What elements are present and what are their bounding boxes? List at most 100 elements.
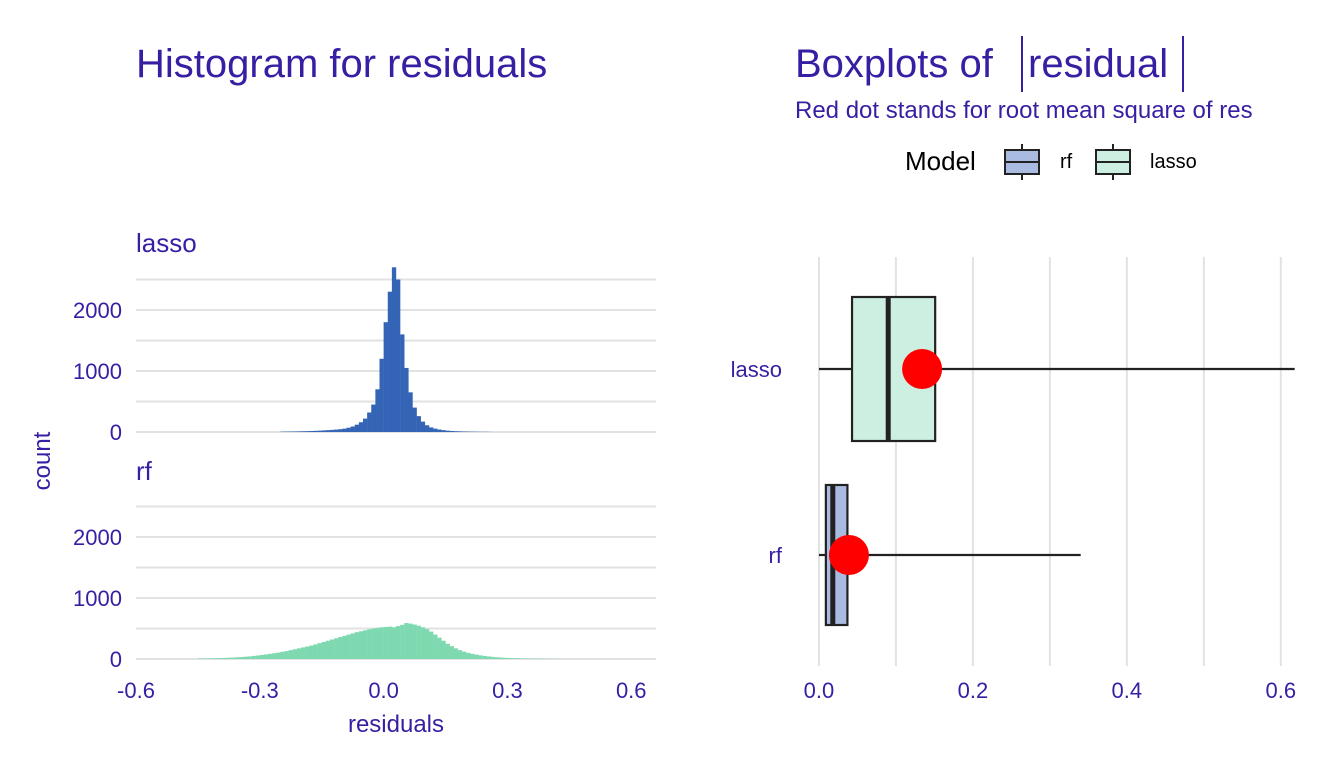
histogram-tick-labels: 0 1000 2000 0 1000 2000 -0.6 -0.3 0.0 0.3 0.6	[73, 298, 646, 703]
bar-lasso-17	[350, 426, 355, 432]
bar-lasso-9	[317, 430, 322, 432]
bar-lasso-34	[420, 421, 426, 432]
bar-rf-58	[437, 637, 442, 659]
bar-rf-44	[379, 627, 384, 659]
bar-lasso-7	[309, 431, 314, 432]
bar-rf-13	[251, 655, 256, 659]
bar-rf-28	[313, 644, 318, 659]
box-x-tick-label-3: 0.6	[1266, 678, 1297, 703]
bar-rf-17	[268, 653, 273, 659]
box-x-tick-label-1: 0.2	[958, 678, 989, 703]
histogram-title: Histogram for residuals	[136, 42, 547, 86]
y-tick-label-rf-2000: 2000	[73, 525, 122, 550]
bar-lasso-28	[396, 279, 401, 432]
bar-rf-76	[511, 658, 516, 659]
boxplot-subtitle: Red dot stands for root mean square of r…	[795, 97, 1253, 124]
bar-rf-78	[519, 658, 525, 659]
legend-label-lasso: lasso	[1150, 151, 1197, 173]
bar-rf-42	[371, 628, 376, 659]
bar-rf-24	[296, 648, 302, 659]
bar-rf-9	[235, 657, 240, 659]
bar-rf-55	[424, 629, 430, 659]
bar-rf-43	[375, 627, 380, 659]
bar-rf-7	[226, 657, 232, 659]
bar-rf-23	[292, 649, 298, 659]
bar-rf-29	[317, 643, 322, 659]
box-x-tick-label-0: 0.0	[804, 678, 835, 703]
boxplot-tick-labels: lasso rf 0.0 0.2 0.4 0.6	[731, 357, 1296, 703]
bar-lasso-21	[367, 412, 372, 432]
bar-lasso-29	[400, 334, 405, 432]
rms-dot-rf	[828, 535, 869, 575]
bar-lasso-4	[296, 431, 302, 432]
bar-rf-21	[284, 651, 289, 659]
bar-rf-19	[276, 652, 281, 659]
bar-rf-62	[453, 648, 459, 659]
bar-rf-4	[214, 658, 219, 659]
bar-rf-52	[412, 624, 417, 659]
y-tick-label-rf-0: 0	[110, 647, 122, 672]
bar-lasso-43	[457, 431, 463, 432]
boxplot-marks	[818, 295, 1295, 627]
x-tick-label-1: -0.3	[241, 678, 279, 703]
x-tick-label-0: -0.6	[117, 678, 155, 703]
bar-lasso-36	[429, 427, 434, 432]
bar-rf-25	[301, 647, 306, 659]
bar-rf-37	[350, 633, 355, 659]
bar-rf-33	[334, 638, 339, 659]
bar-rf-30	[321, 641, 327, 659]
legend-key-rf	[1004, 144, 1040, 180]
bar-rf-56	[429, 631, 434, 659]
bar-lasso-13	[334, 429, 339, 432]
bar-rf-45	[383, 626, 388, 659]
bar-rf-32	[329, 639, 335, 659]
histogram-bars	[197, 267, 562, 659]
bar-lasso-16	[346, 427, 351, 432]
bar-rf-72	[495, 657, 500, 659]
bar-lasso-5	[301, 431, 306, 432]
legend-title: Model	[905, 146, 976, 176]
bar-rf-35	[342, 635, 347, 659]
bar-rf-51	[408, 623, 413, 659]
facet-label-rf: rf	[136, 456, 153, 486]
bar-rf-53	[416, 625, 421, 659]
x-tick-label-3: 0.3	[492, 678, 523, 703]
bar-rf-60	[445, 643, 450, 659]
bar-rf-71	[490, 656, 496, 659]
bar-rf-69	[482, 655, 487, 659]
bar-lasso-42	[453, 431, 459, 432]
y-tick-label-lasso-2000: 2000	[73, 298, 122, 323]
bar-rf-3	[210, 658, 215, 659]
bar-lasso-39	[441, 430, 446, 432]
bar-lasso-30	[404, 367, 409, 432]
bar-rf-77	[515, 658, 521, 659]
bar-lasso-31	[408, 392, 413, 432]
facet-label-lasso: lasso	[136, 228, 197, 258]
bar-lasso-10	[321, 430, 327, 432]
boxplot-title: Boxplots of	[795, 42, 994, 86]
bar-rf-18	[272, 653, 277, 659]
legend: Model rf lasso	[905, 144, 1197, 180]
legend-label-rf: rf	[1060, 151, 1073, 173]
bar-rf-61	[449, 646, 454, 659]
bar-rf-54	[420, 627, 426, 659]
bar-rf-38	[354, 632, 360, 659]
bar-rf-63	[457, 650, 463, 659]
bar-rf-46	[387, 626, 393, 659]
bar-lasso-26	[387, 291, 393, 432]
bar-rf-20	[280, 651, 285, 659]
bar-rf-75	[507, 657, 512, 659]
bar-rf-2	[206, 658, 211, 659]
y-tick-label-rf-1000: 1000	[73, 586, 122, 611]
bar-rf-8	[230, 657, 236, 659]
boxplot-title-text: Boxplots of	[795, 42, 994, 86]
bar-lasso-40	[445, 430, 450, 432]
bar-lasso-27	[391, 267, 397, 432]
bar-rf-11	[243, 656, 248, 659]
bar-rf-12	[247, 656, 252, 659]
bar-rf-49	[400, 624, 405, 659]
y-tick-label-lasso-1000: 1000	[73, 359, 122, 384]
bar-lasso-6	[305, 431, 310, 432]
